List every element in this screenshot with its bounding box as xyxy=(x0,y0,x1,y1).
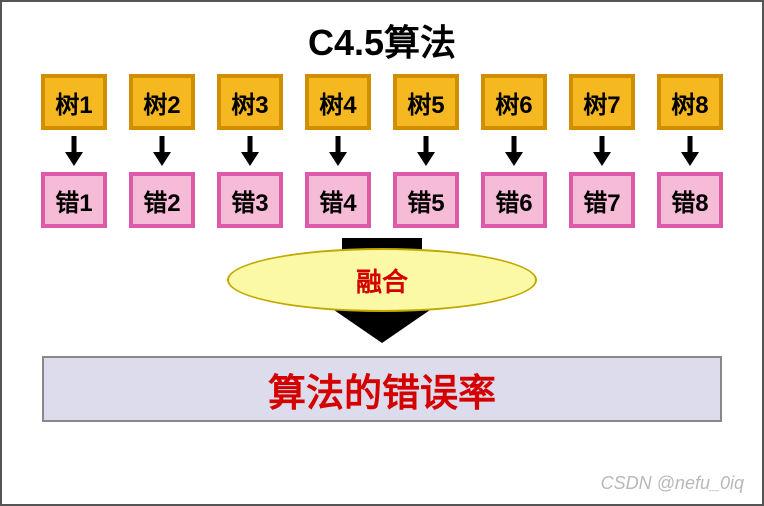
arrow-row xyxy=(2,134,762,168)
down-arrow-icon xyxy=(569,134,635,168)
down-arrow-icon xyxy=(481,134,547,168)
tree-row: 树1 树2 树3 树4 树5 树6 树7 树8 xyxy=(2,74,762,130)
tree-box: 树8 xyxy=(657,74,723,130)
watermark: CSDN @nefu_0iq xyxy=(601,473,744,494)
error-box: 错1 xyxy=(41,172,107,228)
result-bar: 算法的错误率 xyxy=(42,356,722,422)
error-box: 错6 xyxy=(481,172,547,228)
fusion-section: 融合 xyxy=(2,238,762,348)
tree-box: 树1 xyxy=(41,74,107,130)
diagram-title: C4.5算法 xyxy=(2,14,762,66)
down-arrow-icon xyxy=(393,134,459,168)
down-arrow-icon xyxy=(41,134,107,168)
down-arrow-icon xyxy=(305,134,371,168)
tree-box: 树7 xyxy=(569,74,635,130)
down-arrow-icon xyxy=(657,134,723,168)
error-box: 错2 xyxy=(129,172,195,228)
error-row: 错1 错2 错3 错4 错5 错6 错7 错8 xyxy=(2,172,762,228)
error-box: 错4 xyxy=(305,172,371,228)
down-arrow-icon xyxy=(129,134,195,168)
fusion-label: 融合 xyxy=(356,262,408,299)
error-box: 错3 xyxy=(217,172,283,228)
error-box: 错5 xyxy=(393,172,459,228)
tree-box: 树3 xyxy=(217,74,283,130)
error-box: 错7 xyxy=(569,172,635,228)
result-label: 算法的错误率 xyxy=(268,362,496,417)
tree-box: 树6 xyxy=(481,74,547,130)
error-box: 错8 xyxy=(657,172,723,228)
down-arrow-icon xyxy=(217,134,283,168)
fusion-ellipse: 融合 xyxy=(227,248,537,312)
tree-box: 树5 xyxy=(393,74,459,130)
tree-box: 树2 xyxy=(129,74,195,130)
tree-box: 树4 xyxy=(305,74,371,130)
